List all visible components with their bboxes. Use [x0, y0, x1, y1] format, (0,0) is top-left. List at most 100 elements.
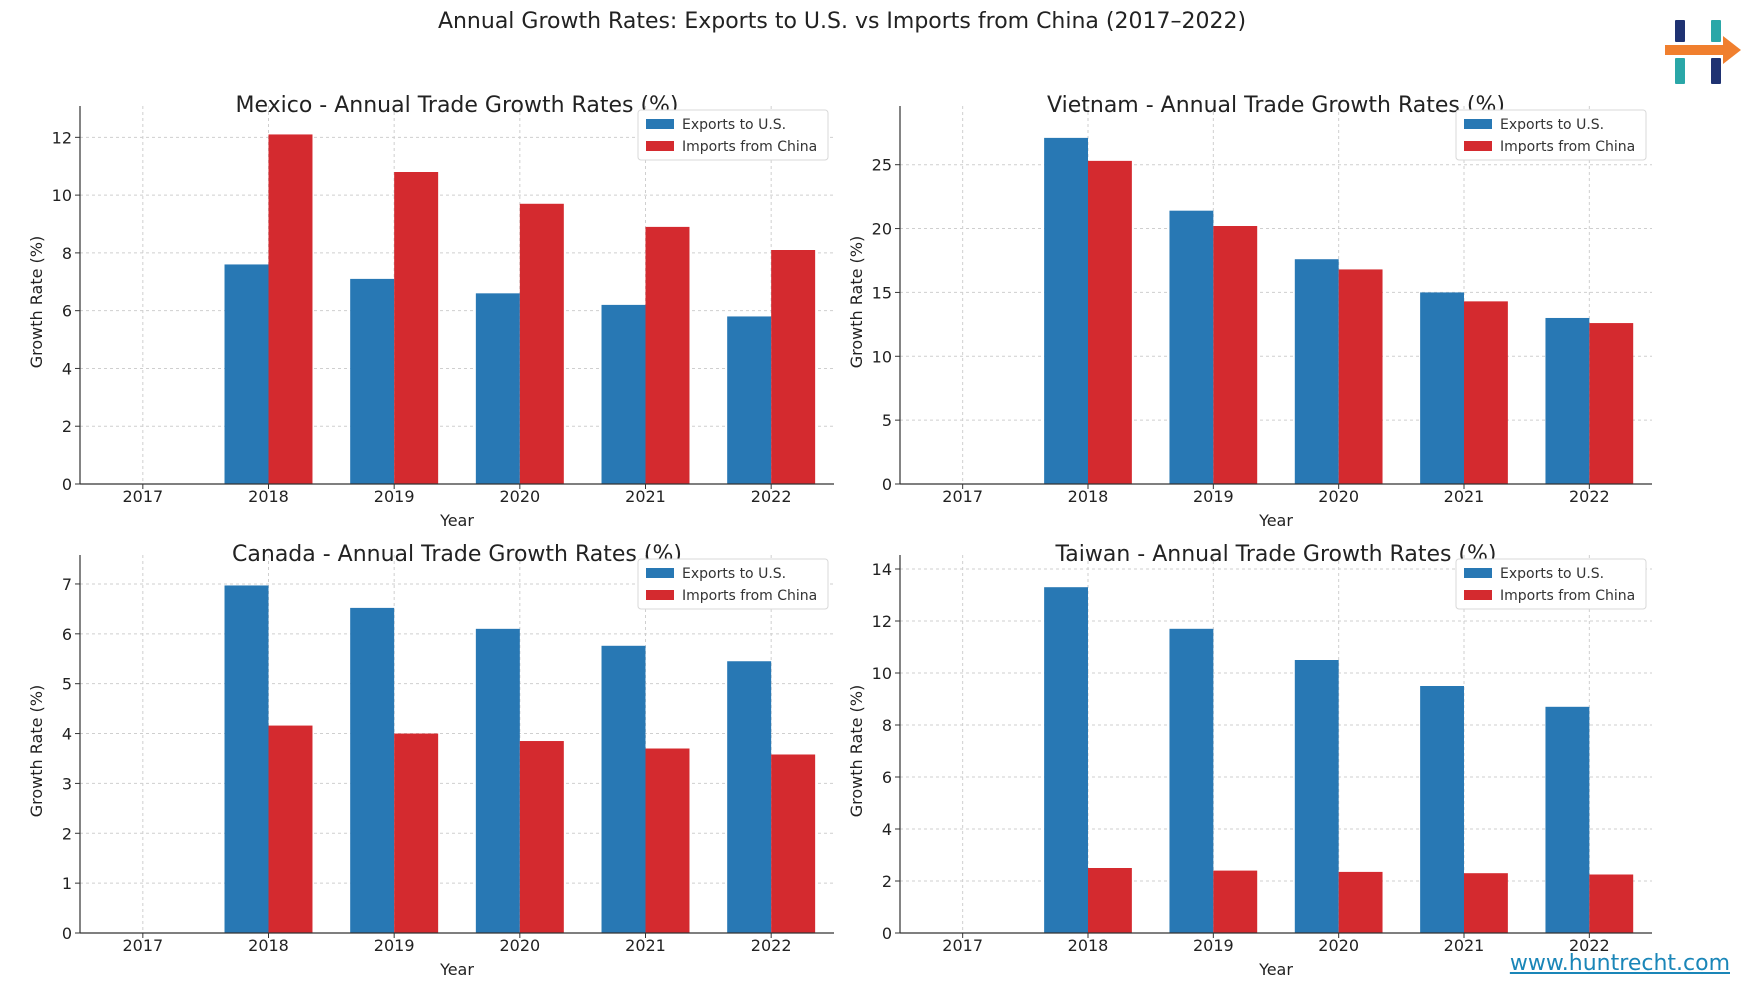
x-tick-label: 2022: [1569, 936, 1610, 955]
legend-swatch-imports: [646, 141, 674, 151]
x-tick-label: 2021: [1444, 936, 1485, 955]
legend-label: Imports from China: [682, 588, 817, 604]
x-tick-label: 2019: [374, 487, 415, 506]
x-axis-label: Year: [1258, 511, 1293, 530]
y-axis-label: Growth Rate (%): [847, 236, 866, 368]
x-tick-label: 2022: [1569, 487, 1610, 506]
y-tick-label: 0: [882, 475, 892, 494]
bar-imports-2022: [771, 754, 816, 933]
bar-exports-2020: [1294, 259, 1339, 484]
x-axis-label: Year: [439, 511, 474, 530]
y-tick-label: 15: [872, 283, 892, 302]
x-tick-label: 2019: [1193, 487, 1234, 506]
bar-exports-2019: [1169, 210, 1214, 484]
legend: Exports to U.S. Imports from China: [637, 558, 829, 610]
bar-exports-2020: [475, 293, 520, 484]
bar-exports-2019: [350, 607, 395, 933]
bar-imports-2020: [519, 741, 564, 933]
bar-exports-2018: [224, 264, 269, 484]
y-tick-label: 6: [62, 625, 72, 644]
bar-exports-2021: [1420, 686, 1464, 933]
y-tick-label: 0: [62, 924, 72, 943]
legend-label: Imports from China: [1500, 139, 1635, 155]
x-tick-label: 2019: [1193, 936, 1234, 955]
x-axis-label: Year: [439, 960, 474, 979]
x-tick-label: 2020: [1318, 936, 1359, 955]
bar-imports-2020: [1338, 269, 1383, 484]
legend-swatch-exports: [1464, 568, 1492, 578]
bar-exports-2019: [1169, 628, 1214, 933]
bar-imports-2021: [645, 226, 690, 484]
x-tick-label: 2017: [122, 487, 163, 506]
bar-exports-2018: [224, 585, 269, 933]
legend-swatch-imports: [1464, 141, 1492, 151]
x-tick-label: 2022: [751, 936, 792, 955]
bar-imports-2018: [1088, 868, 1132, 933]
y-tick-label: 12: [872, 612, 892, 631]
x-tick-label: 2018: [248, 487, 289, 506]
legend-swatch-imports: [1464, 590, 1492, 600]
legend-swatch-exports: [646, 119, 674, 129]
x-tick-label: 2017: [942, 487, 983, 506]
y-axis-label: Growth Rate (%): [27, 685, 46, 817]
y-tick-label: 14: [872, 560, 892, 579]
x-tick-label: 2017: [942, 936, 983, 955]
chart-title: Vietnam - Annual Trade Growth Rates (%): [1047, 93, 1505, 118]
website-link[interactable]: www.huntrecht.com: [1509, 951, 1730, 976]
y-tick-label: 4: [882, 820, 892, 839]
bar-exports-2021: [601, 645, 646, 933]
bar-exports-2022: [727, 661, 772, 933]
y-tick-label: 2: [62, 417, 72, 436]
y-tick-label: 4: [62, 359, 72, 378]
bar-exports-2018: [1044, 587, 1088, 933]
y-tick-label: 10: [872, 664, 892, 683]
legend-label: Imports from China: [682, 139, 817, 155]
chart-title: Mexico - Annual Trade Growth Rates (%): [235, 93, 678, 118]
legend-label: Exports to U.S.: [1500, 566, 1604, 582]
x-tick-label: 2021: [1444, 487, 1485, 506]
legend-swatch-imports: [646, 590, 674, 600]
legend: Exports to U.S. Imports from China: [1455, 109, 1647, 161]
bar-imports-2018: [268, 725, 313, 933]
x-tick-label: 2020: [1318, 487, 1359, 506]
y-tick-label: 8: [62, 244, 72, 263]
bar-imports-2019: [1213, 226, 1258, 484]
bar-exports-2020: [1294, 660, 1339, 933]
y-tick-label: 5: [882, 411, 892, 430]
y-tick-label: 6: [62, 302, 72, 321]
x-tick-label: 2018: [1068, 487, 1109, 506]
x-tick-label: 2021: [625, 936, 666, 955]
x-tick-label: 2018: [248, 936, 289, 955]
x-axis-label: Year: [1258, 960, 1293, 979]
legend-box: [637, 558, 829, 610]
bar-imports-2019: [394, 733, 439, 933]
chart-panel-mexico: 0 2 4 6 8 10 12 2017 2018 2019 2020 2021 2022 Mexico …: [27, 93, 834, 530]
bar-imports-2018: [1088, 160, 1132, 484]
legend: Exports to U.S. Imports from China: [1455, 558, 1647, 610]
y-tick-label: 6: [882, 768, 892, 787]
legend-swatch-exports: [646, 568, 674, 578]
y-tick-label: 2: [882, 872, 892, 891]
bar-exports-2020: [475, 628, 520, 933]
brand-logo-icon: [1665, 20, 1741, 84]
y-tick-label: 10: [52, 186, 72, 205]
x-tick-label: 2020: [499, 487, 540, 506]
x-tick-label: 2020: [499, 936, 540, 955]
y-tick-label: 2: [62, 824, 72, 843]
legend-box: [1455, 558, 1647, 610]
legend-label: Exports to U.S.: [682, 117, 786, 133]
bar-imports-2021: [645, 748, 690, 933]
bar-imports-2022: [1589, 323, 1634, 484]
bar-imports-2019: [1213, 870, 1258, 933]
bar-imports-2021: [1464, 301, 1508, 484]
main-title: Annual Growth Rates: Exports to U.S. vs …: [438, 9, 1246, 34]
chart-panel-taiwan: 0 2 4 6 8 10 12 14 2017 2018 2019 2020 2021 2022 Taiwa…: [847, 542, 1652, 979]
chart-title: Canada - Annual Trade Growth Rates (%): [232, 542, 682, 567]
bar-exports-2021: [601, 304, 646, 484]
chart-panel-canada: 0 1 2 3 4 5 6 7 2017 2018 2019 2020 2021 2022 Canada -…: [27, 542, 834, 979]
legend-label: Exports to U.S.: [682, 566, 786, 582]
y-tick-label: 4: [62, 725, 72, 744]
y-tick-label: 20: [872, 220, 892, 239]
